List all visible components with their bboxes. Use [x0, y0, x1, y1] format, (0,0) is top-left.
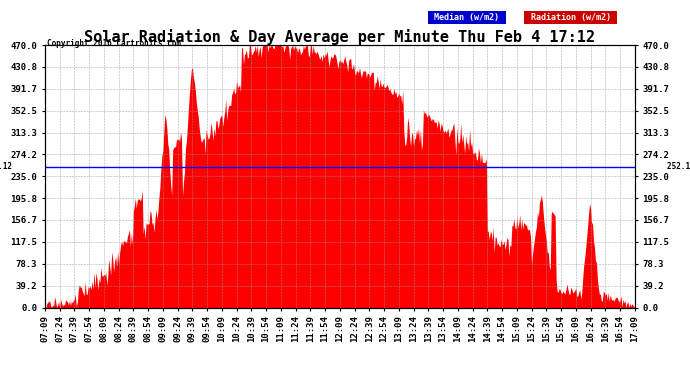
Title: Solar Radiation & Day Average per Minute Thu Feb 4 17:12: Solar Radiation & Day Average per Minute… [84, 29, 595, 45]
Text: Median (w/m2): Median (w/m2) [429, 13, 504, 22]
Text: 252.12 →: 252.12 → [667, 162, 690, 171]
Text: Copyright 2016 Cartronics.com: Copyright 2016 Cartronics.com [47, 39, 181, 48]
Text: Radiation (w/m2): Radiation (w/m2) [526, 13, 615, 22]
Text: ← 252.12: ← 252.12 [0, 162, 12, 171]
